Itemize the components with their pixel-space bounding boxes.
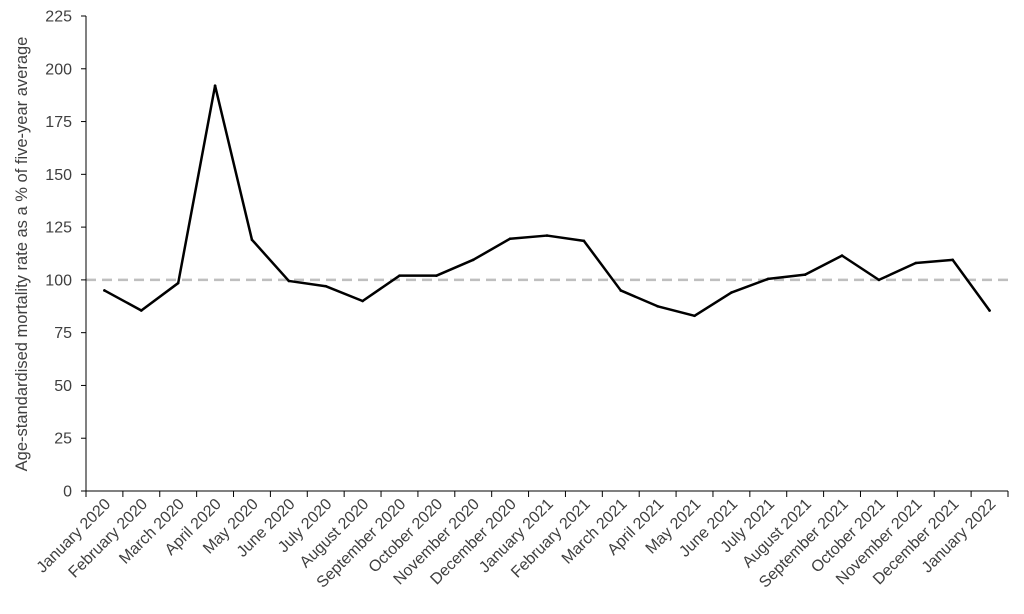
y-tick-label: 0 bbox=[63, 484, 72, 501]
y-tick-label: 25 bbox=[54, 431, 72, 448]
y-tick-label: 200 bbox=[45, 61, 72, 78]
y-tick-labels: 0 25 50 75 100 125 150 175 200 225 bbox=[45, 9, 72, 501]
series-line bbox=[103, 84, 991, 318]
data-point bbox=[951, 258, 954, 262]
data-point bbox=[324, 284, 328, 288]
data-point bbox=[766, 277, 770, 281]
y-axis-title: Age-standardised mortality rate as a % o… bbox=[13, 37, 31, 472]
axes-group bbox=[81, 15, 1009, 497]
y-tick-label: 100 bbox=[45, 272, 72, 289]
data-point bbox=[471, 258, 475, 262]
data-point bbox=[398, 274, 401, 277]
y-tick-label: 175 bbox=[45, 114, 72, 131]
data-point bbox=[619, 289, 623, 292]
data-point bbox=[176, 281, 180, 285]
data-point bbox=[250, 238, 254, 242]
data-point bbox=[803, 273, 807, 276]
data-point bbox=[213, 84, 217, 87]
data-point bbox=[988, 309, 991, 312]
data-point bbox=[508, 237, 512, 241]
data-point bbox=[693, 314, 696, 318]
y-tick-label: 225 bbox=[45, 9, 72, 26]
data-point bbox=[545, 234, 549, 237]
data-point bbox=[914, 261, 918, 265]
y-tick-label: 150 bbox=[45, 167, 72, 184]
data-point bbox=[840, 254, 844, 257]
y-tick-label: 125 bbox=[45, 220, 72, 237]
series-group bbox=[103, 84, 991, 318]
data-point bbox=[361, 299, 364, 303]
data-point bbox=[877, 278, 881, 282]
data-point bbox=[730, 291, 733, 294]
data-point bbox=[435, 274, 438, 277]
data-point bbox=[287, 279, 291, 283]
data-point bbox=[103, 289, 106, 292]
data-point bbox=[656, 304, 659, 308]
y-tick-label: 75 bbox=[54, 325, 72, 342]
y-tick-label: 50 bbox=[54, 378, 72, 395]
data-point bbox=[140, 309, 143, 312]
data-point bbox=[582, 239, 586, 243]
